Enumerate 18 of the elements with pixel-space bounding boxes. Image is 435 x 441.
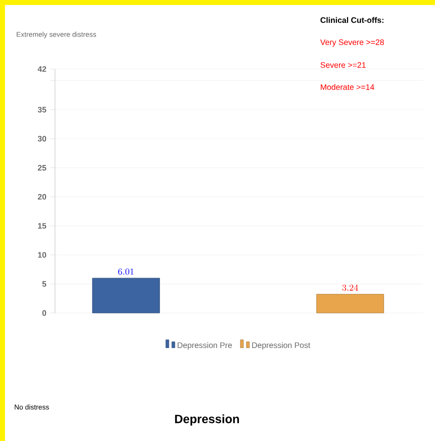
legend-label: Depression Post [252, 342, 310, 350]
text: Clinical Cut-offs: [320, 17, 384, 23]
data-label: 3.24 [342, 284, 358, 291]
y-tick-label: 25 [38, 164, 46, 171]
y-tick-label: 42 [38, 66, 46, 72]
y-tick-label: 20 [38, 194, 46, 200]
data-label: 6.01 [118, 268, 134, 275]
y-tick-label: 15 [38, 223, 46, 229]
text: Severe >=21 [320, 62, 366, 68]
y-tick-label: 5 [42, 281, 46, 287]
y-tick-label: 0 [42, 310, 46, 316]
legend-label: Depression Pre [178, 342, 232, 350]
annotation: Moderate >=14 [320, 84, 374, 90]
text: Depression [175, 414, 239, 426]
y-tick-label: 30 [38, 136, 46, 142]
y-tick-label: 35 [38, 106, 46, 113]
text: Very Severe >=28 [320, 39, 384, 47]
y-tick-label: 10 [38, 252, 46, 258]
